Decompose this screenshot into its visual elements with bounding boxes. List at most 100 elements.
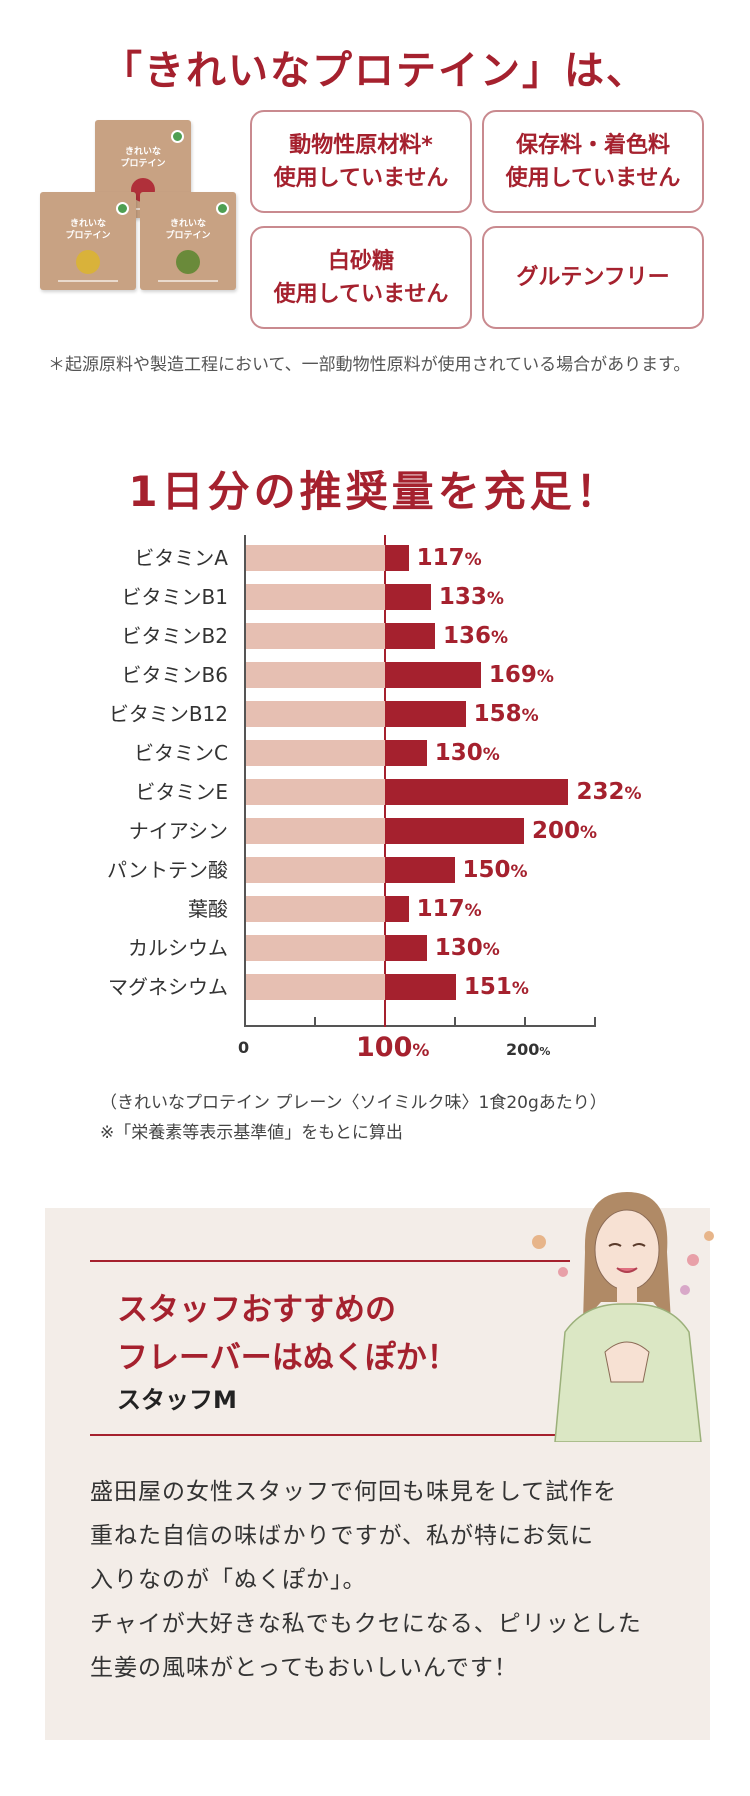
pack-divider xyxy=(158,280,218,282)
neck-shape xyxy=(617,1286,637,1308)
bar-value-label: 133% xyxy=(438,584,504,610)
category-label: ビタミンB6 xyxy=(121,663,228,687)
pack-title: きれいな プロテイン xyxy=(65,219,111,241)
flower-icon xyxy=(532,1235,546,1249)
staff-comment-line: 入りなのが「ぬくぽか」。 xyxy=(90,1567,367,1593)
pack-title: きれいな プロテイン xyxy=(120,147,166,169)
chart-x-axis xyxy=(244,1025,596,1027)
product-pack: きれいな プロテイン xyxy=(140,192,236,290)
mouth-shape xyxy=(616,1267,638,1273)
staff-comment-line: 生姜の風味がとってもおいしいんです！ xyxy=(90,1655,518,1681)
staff-comment-line: チャイが大好きな私でもクセになる、ピリッとした xyxy=(90,1611,642,1637)
pack-flavor-dot xyxy=(76,250,100,274)
bar-baseline-segment xyxy=(246,974,385,1000)
panel-top-rule xyxy=(90,1260,570,1262)
flower-icon xyxy=(680,1285,690,1295)
category-label: ビタミンB1 xyxy=(121,585,228,609)
bar-value-label: 136% xyxy=(443,623,509,649)
bar-value-label: 151% xyxy=(463,974,529,1000)
bar-baseline-segment xyxy=(246,740,385,766)
flower-icon xyxy=(704,1231,714,1241)
bar xyxy=(385,740,427,766)
category-label: パントテン酸 xyxy=(107,858,228,882)
bar xyxy=(385,701,466,727)
flower-icon xyxy=(687,1254,699,1266)
bar-baseline-segment xyxy=(246,545,385,571)
bar xyxy=(385,974,456,1000)
feature-no-preservatives: 保存料・着色料 使用していません xyxy=(482,110,704,213)
bar xyxy=(385,896,409,922)
bar-value-label: 200% xyxy=(532,818,598,844)
pack-flavor-dot xyxy=(176,250,200,274)
staff-comment-line: 重ねた自信の味ばかりですが、私が特にお気に xyxy=(90,1523,594,1549)
feature-gluten-free: グルテンフリー xyxy=(482,226,704,329)
category-label: ビタミンB12 xyxy=(108,702,228,726)
bar-baseline-segment xyxy=(246,662,385,688)
chart-y-axis xyxy=(244,535,246,1025)
bar-baseline-segment xyxy=(246,818,385,844)
feature-no-animal-ingredients: 動物性原材料* 使用していません xyxy=(250,110,472,213)
bar xyxy=(385,857,455,883)
face-shape xyxy=(594,1209,660,1291)
bar-baseline-segment xyxy=(246,857,385,883)
bar xyxy=(385,779,569,805)
bar-value-label: 232% xyxy=(576,779,642,805)
bar-baseline-segment xyxy=(246,896,385,922)
bar-baseline-segment xyxy=(246,584,385,610)
staff-name: スタッフM xyxy=(117,1386,237,1414)
chart-tick xyxy=(594,1017,596,1025)
headline: 「きれいなプロテイン」は、 xyxy=(102,48,648,94)
certification-seal-icon xyxy=(171,130,184,143)
bar-value-label: 169% xyxy=(488,662,554,688)
certification-seal-icon xyxy=(116,202,129,215)
bar xyxy=(385,662,481,688)
category-label: カルシウム xyxy=(128,936,228,960)
bar xyxy=(385,935,427,961)
bar-value-label: 150% xyxy=(462,857,528,883)
x-tick-label-200: 200% xyxy=(506,1040,551,1059)
eyes-shape xyxy=(608,1243,646,1247)
staff-recommendation-heading: スタッフおすすめの フレーバーはぬくぽか！ xyxy=(117,1292,458,1376)
x-tick-label-0: 0 xyxy=(238,1038,250,1057)
pack-divider xyxy=(58,280,118,282)
chart-tick xyxy=(314,1017,316,1025)
chart-tick xyxy=(524,1017,526,1025)
category-label: ナイアシン xyxy=(128,819,228,843)
category-label: ビタミンA xyxy=(134,546,228,570)
feature-no-white-sugar: 白砂糖 使用していません xyxy=(250,226,472,329)
chart-footnote: （きれいなプロテイン プレーン〈ソイミルク味〉1食20gあたり） ※「栄養素等表… xyxy=(100,1093,607,1143)
chart-tick xyxy=(454,1017,456,1025)
product-packs: きれいな プロテイン きれいな プロテイン きれいな プロテイン xyxy=(40,120,250,330)
category-label: ビタミンC xyxy=(134,741,228,765)
vitamin-chart: 0 100% 200% ビタミンA 117% ビタミンB1 133% ビタミンB2 136… xyxy=(0,530,750,1063)
staff-illustration xyxy=(532,1192,714,1442)
chart-title: 1日分の推奨量を充足！ xyxy=(128,467,622,516)
bar xyxy=(385,623,436,649)
bar-baseline-segment xyxy=(246,623,385,649)
bar xyxy=(385,818,524,844)
bar-value-label: 158% xyxy=(473,701,539,727)
pack-title: きれいな プロテイン xyxy=(165,219,211,241)
bar-value-label: 117% xyxy=(416,545,482,571)
bar-value-label: 130% xyxy=(434,935,500,961)
x-tick-label-100: 100% xyxy=(356,1032,430,1063)
category-label: ビタミンE xyxy=(135,780,228,804)
bar xyxy=(385,545,409,571)
staff-recommendation-panel: スタッフおすすめの フレーバーはぬくぽか！ スタッフM 盛田屋の女性スタッフで何… xyxy=(45,1192,714,1740)
staff-comment: 盛田屋の女性スタッフで何回も味見をして試作を 重ねた自信の味ばかりですが、私が特… xyxy=(90,1470,690,1690)
feature-footnote: ＊起源原料や製造工程において、一部動物性原料が使用されている場合があります。 xyxy=(48,355,691,375)
category-label: 葉酸 xyxy=(188,897,228,921)
bar-baseline-segment xyxy=(246,935,385,961)
certification-seal-icon xyxy=(216,202,229,215)
bar-value-label: 130% xyxy=(434,740,500,766)
hands-shape xyxy=(604,1341,650,1383)
panel-bottom-rule xyxy=(90,1434,570,1436)
category-label: ビタミンB2 xyxy=(121,624,228,648)
bar-value-label: 117% xyxy=(416,896,482,922)
bar-baseline-segment xyxy=(246,779,385,805)
bar xyxy=(385,584,431,610)
bar-baseline-segment xyxy=(246,701,385,727)
category-label: マグネシウム xyxy=(108,975,228,999)
product-pack: きれいな プロテイン xyxy=(40,192,136,290)
staff-comment-line: 盛田屋の女性スタッフで何回も味見をして試作を xyxy=(90,1479,618,1505)
